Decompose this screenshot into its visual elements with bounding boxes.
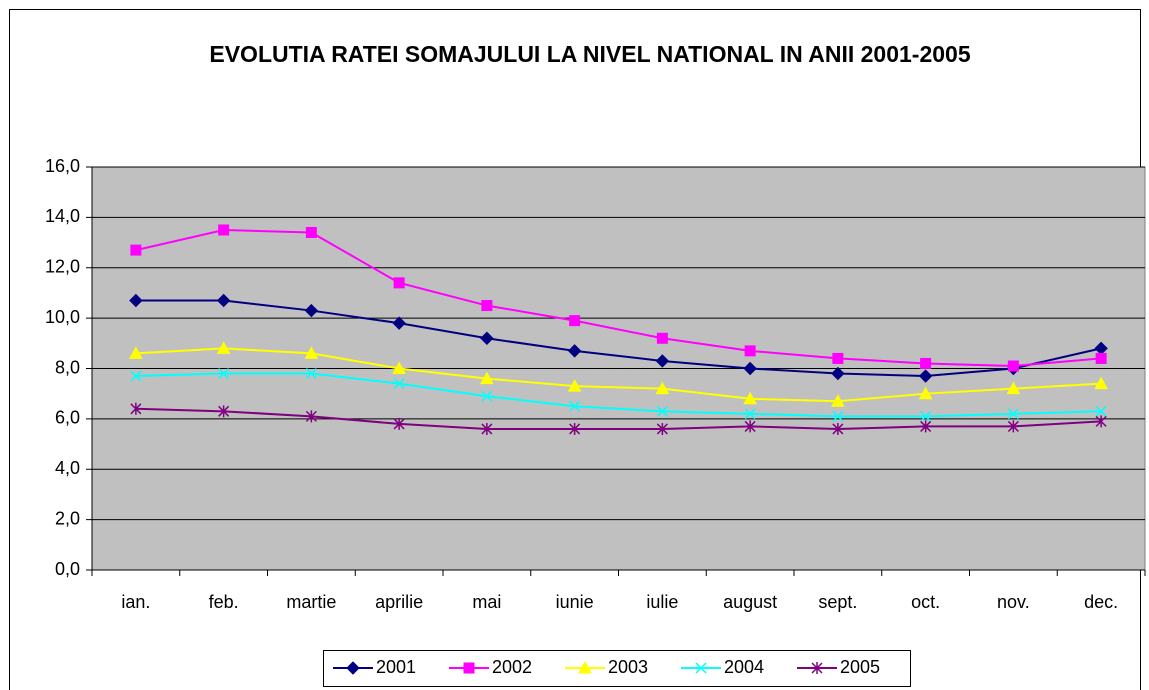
data-point [130,244,142,256]
data-point [1007,420,1019,433]
data-point [392,316,406,330]
data-point [744,345,756,357]
legend-marker [578,660,592,674]
data-point [832,410,844,422]
y-tick-label: 8,0 [55,357,80,377]
x-tick-label: nov. [997,592,1030,612]
data-point [1095,405,1107,417]
x-tick-label: oct. [911,592,940,612]
data-point [305,410,317,423]
series-line [135,347,1102,403]
data-point [743,361,757,376]
data-point [393,277,405,289]
y-tick-label: 6,0 [55,408,80,428]
legend-marker [811,662,823,674]
series-line [135,299,1102,378]
data-point [304,303,319,318]
data-point [393,378,405,390]
data-point [305,368,317,380]
data-point [832,422,844,435]
x-tick-label: sept. [818,592,857,612]
x-tick-label: mai [472,592,501,612]
data-point [567,379,582,392]
data-point [567,344,582,358]
data-point [831,394,845,407]
y-tick-label: 10,0 [45,307,80,327]
data-point [920,420,932,433]
y-tick-label: 12,0 [45,257,80,277]
data-point [918,369,933,383]
data-point [1007,360,1019,372]
data-point [831,366,845,381]
data-point [656,405,668,417]
data-point [1007,408,1019,420]
x-tick-label: martie [286,592,336,612]
series-line [135,372,1102,418]
y-tick-label: 2,0 [55,508,80,528]
data-point [1094,376,1108,390]
y-tick-label: 14,0 [45,206,80,226]
data-point [569,422,581,435]
legend-label: 2002 [492,657,532,677]
data-point [129,346,143,359]
y-tick-label: 4,0 [55,458,80,478]
legend-label: 2003 [608,657,648,677]
data-point [569,315,581,327]
data-point [305,226,317,238]
x-tick-label: dec. [1084,592,1118,612]
legend-label: 2001 [376,657,416,677]
data-point [569,400,581,412]
x-tick-label: iunie [556,592,594,612]
data-point [1095,415,1107,428]
x-tick-label: ian. [121,592,150,612]
legend-label: 2005 [840,657,880,677]
legend-marker [463,662,475,674]
data-point [481,300,493,312]
legend-marker [695,662,707,674]
data-point [304,346,319,359]
data-point [656,332,668,344]
legend-marker [346,661,360,675]
data-point [218,224,230,236]
data-point [1095,352,1107,364]
data-point [216,293,231,308]
x-tick-label: aprilie [375,592,423,612]
data-point [130,402,142,415]
legend-label: 2004 [724,657,764,677]
data-point [920,410,932,422]
data-point [920,357,932,369]
data-point [655,354,670,368]
data-point [393,417,405,430]
y-tick-label: 0,0 [55,559,80,579]
data-point [655,381,670,395]
series-line [135,228,1102,367]
data-point [918,386,933,400]
data-point [218,405,230,418]
data-point [744,408,756,420]
data-point [743,391,757,405]
x-tick-label: iulie [646,592,678,612]
data-point [129,293,143,308]
x-tick-label: feb. [209,592,239,612]
data-point [832,352,844,364]
data-point [744,420,756,433]
data-point [392,361,406,374]
data-point [218,368,230,380]
series-line [135,407,1102,430]
x-tick-label: august [723,592,777,612]
data-point [481,390,493,402]
data-point [216,341,231,354]
data-point [1006,381,1021,395]
y-tick-label: 16,0 [45,156,80,176]
data-point [480,331,494,345]
data-point [481,422,493,435]
chart-title: EVOLUTIA RATEI SOMAJULUI LA NIVEL NATION… [209,41,971,67]
data-point [480,371,494,385]
data-point [656,422,668,435]
data-point [130,370,142,382]
